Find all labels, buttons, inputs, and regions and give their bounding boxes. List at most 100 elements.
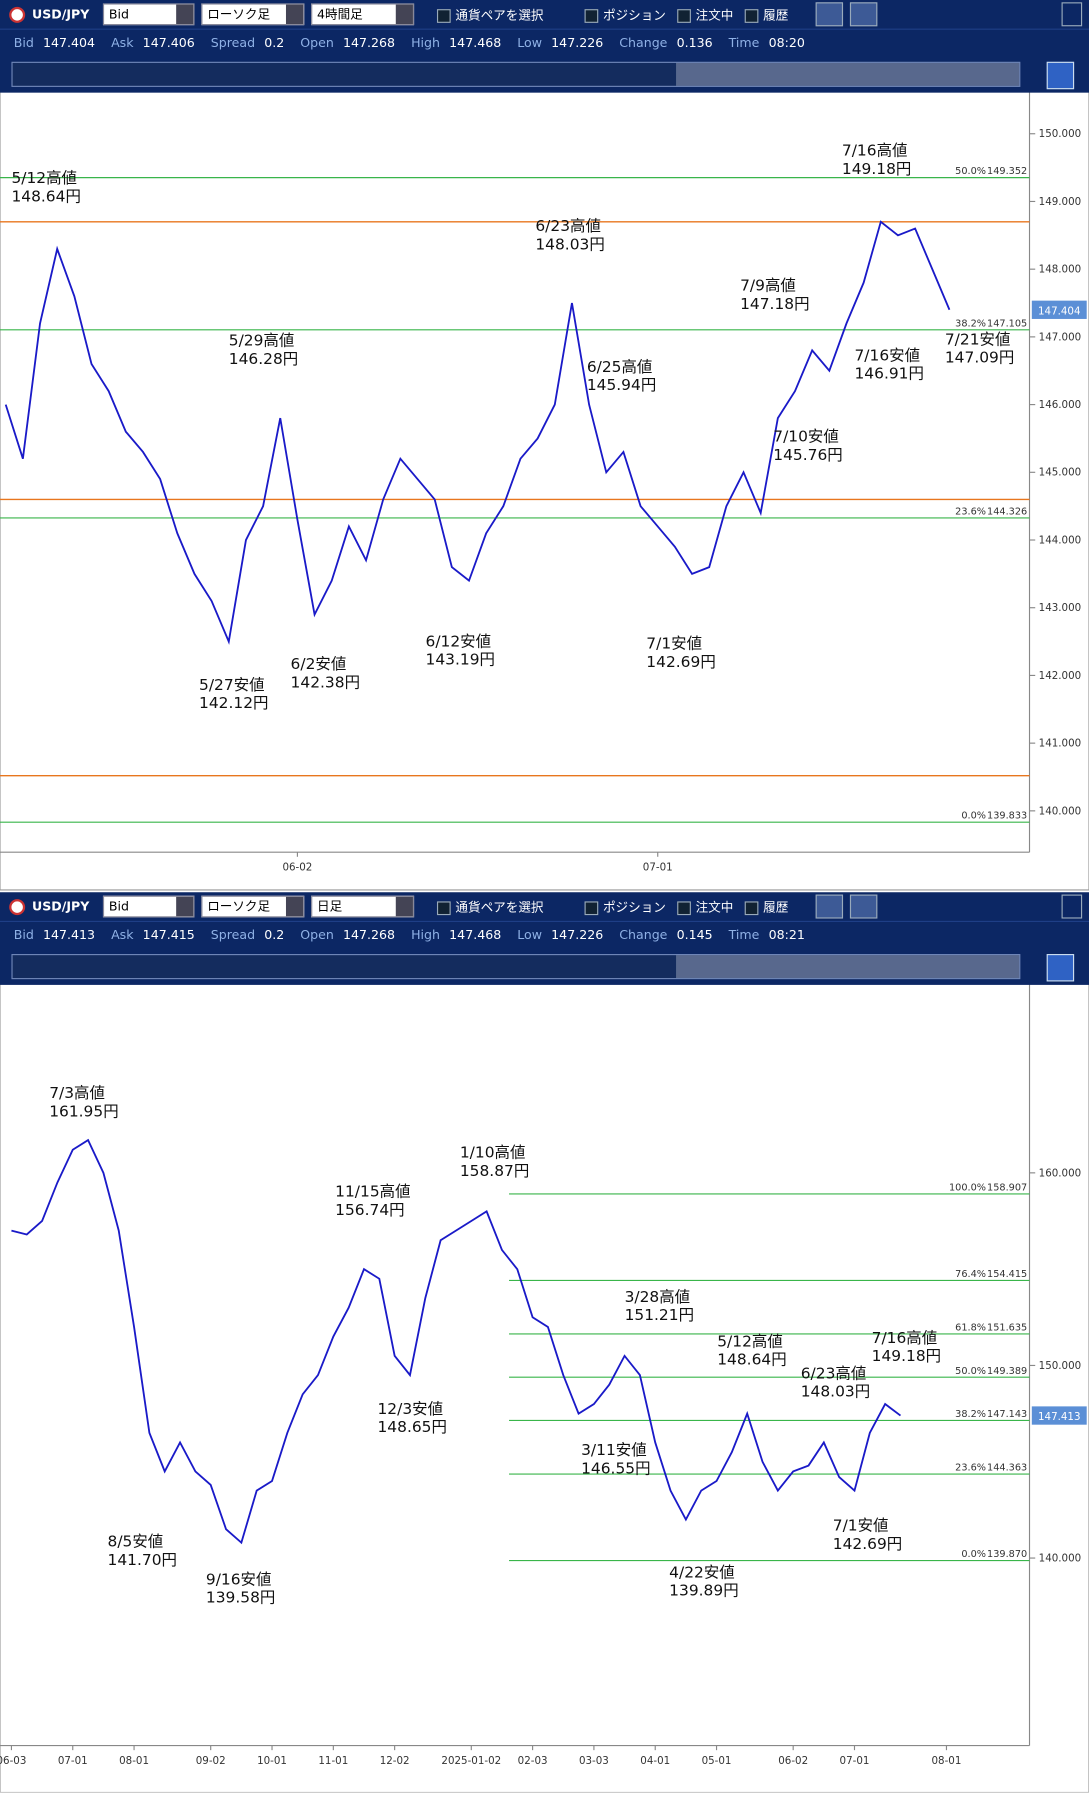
dropdown-price[interactable]: Bid [103, 3, 195, 26]
y-tick-label: 160.000 [1039, 1167, 1082, 1179]
fib-pct: 50.0% [955, 166, 986, 177]
quote-label: Spread [210, 35, 256, 51]
quote-value: 147.268 [343, 35, 396, 51]
navigator-track[interactable] [11, 61, 1021, 87]
x-tick-label: 12-02 [380, 1755, 410, 1767]
annotation-price: 142.12円 [199, 694, 268, 712]
annotation-price: 149.18円 [872, 1347, 941, 1365]
annotation-price: 156.74円 [335, 1201, 404, 1219]
fib-value: 144.363 [987, 1463, 1027, 1474]
dropdown-chart-style[interactable]: ローソク足 [201, 895, 305, 918]
icon-button[interactable] [850, 894, 878, 919]
x-tick-label: 08-01 [119, 1755, 149, 1767]
icon-button[interactable] [1061, 894, 1083, 919]
toolbar-area: USD/JPY Bid ローソク足 4時間足 通貨ペアを選択 ポジション 注文中 履歴 Bid 1… [0, 0, 1089, 93]
navigator-button[interactable] [1046, 954, 1075, 982]
quote-label: High [411, 35, 441, 51]
x-tick-label: 03-03 [579, 1755, 609, 1767]
toggle-label: 注文中 [695, 7, 734, 23]
annotation-event: 7/10安値 [773, 428, 839, 446]
quote-label: Time [728, 35, 760, 51]
navigator-track[interactable] [11, 954, 1021, 980]
annotation-event: 7/16高値 [842, 142, 908, 160]
annotation-price: 146.28円 [229, 350, 298, 368]
x-tick-label: 02-03 [518, 1755, 548, 1767]
annotation-event: 9/16安値 [206, 1570, 272, 1588]
pair-select-label: 通貨ペアを選択 [455, 899, 544, 915]
dropdown-chart-style[interactable]: ローソク足 [201, 3, 305, 26]
current-price: 147.404 [1038, 305, 1081, 317]
y-tick-label: 144.000 [1039, 534, 1082, 546]
annotation-price: 139.58円 [206, 1589, 275, 1607]
fib-pct: 50.0% [955, 1366, 986, 1377]
annotation-price: 146.55円 [581, 1459, 650, 1477]
y-tick-label: 146.000 [1039, 399, 1082, 411]
x-tick-label: 09-02 [196, 1755, 226, 1767]
fib-pct: 38.2% [955, 318, 986, 329]
annotation-event: 4/22安値 [669, 1563, 735, 1581]
annotation-event: 7/21安値 [945, 330, 1011, 348]
annotation-event: 3/11安値 [581, 1441, 647, 1459]
annotation-event: 6/25高値 [587, 358, 653, 376]
x-tick-label: 04-01 [640, 1755, 670, 1767]
pair-select[interactable]: 通貨ペアを選択 [437, 5, 543, 23]
annotation-event: 6/2安値 [291, 655, 347, 673]
quote-label: Open [300, 35, 334, 51]
toggle[interactable]: ポジション [584, 897, 666, 915]
x-tick-label: 07-01 [643, 862, 673, 874]
quote-value: 08:21 [768, 927, 805, 943]
toggle[interactable]: 注文中 [677, 5, 733, 23]
current-price-box [1031, 1406, 1087, 1425]
navigator-window[interactable] [676, 62, 1020, 86]
annotation-event: 7/16高値 [872, 1329, 938, 1347]
annotation-price: 145.76円 [773, 446, 842, 464]
annotation-price: 147.18円 [740, 295, 809, 313]
dropdown-price[interactable]: Bid [103, 895, 195, 918]
annotation-event: 7/1安値 [646, 635, 702, 653]
pair-select[interactable]: 通貨ペアを選択 [437, 897, 543, 915]
icon-button[interactable] [1061, 2, 1083, 27]
annotation-event: 6/23高値 [801, 1364, 867, 1382]
pair-label: USD/JPY [32, 899, 90, 914]
x-tick-label: 11-01 [318, 1755, 348, 1767]
fib-value: 158.907 [987, 1182, 1027, 1193]
annotation-price: 148.65円 [377, 1418, 446, 1436]
quote-label: Spread [210, 927, 256, 943]
toggle[interactable]: ポジション [584, 5, 666, 23]
navigator-window[interactable] [676, 955, 1020, 979]
quote-row: Bid 147.413 Ask 147.415 Spread 0.2 Open 147.268… [0, 922, 1089, 948]
x-tick-label: 10-01 [257, 1755, 287, 1767]
pair-select-label: 通貨ペアを選択 [455, 7, 544, 23]
navigator-button[interactable] [1046, 61, 1075, 90]
toggle[interactable]: 履歴 [744, 5, 788, 23]
quote-value: 0.145 [676, 927, 713, 943]
icon-button[interactable] [815, 894, 844, 919]
fib-pct: 76.4% [955, 1269, 986, 1280]
quote-value: 147.406 [142, 35, 195, 51]
y-tick-label: 143.000 [1039, 602, 1082, 614]
fib-value: 149.352 [987, 166, 1027, 177]
quote-label: Change [619, 927, 668, 943]
quote-value: 147.468 [449, 35, 502, 51]
dropdown-timeframe[interactable]: 4時間足 [311, 3, 415, 26]
fib-value: 139.833 [987, 811, 1027, 822]
fib-value: 151.635 [987, 1323, 1027, 1334]
navigator [0, 948, 1089, 985]
icon-button[interactable] [850, 2, 878, 27]
quote-value: 147.404 [43, 35, 96, 51]
icon-button[interactable] [815, 2, 844, 27]
annotation-event: 11/15高値 [335, 1183, 410, 1201]
quote-label: Ask [111, 35, 134, 51]
toggle[interactable]: 注文中 [677, 897, 733, 915]
plot-area [0, 983, 1089, 1793]
plot-area [0, 90, 1089, 891]
toggle[interactable]: 履歴 [744, 897, 788, 915]
current-price-box [1031, 300, 1087, 319]
fib-pct: 61.8% [955, 1323, 986, 1334]
annotation-price: 148.64円 [11, 187, 80, 205]
annotation-price: 139.89円 [669, 1582, 738, 1600]
navigator [0, 56, 1089, 93]
annotation-event: 8/5安値 [108, 1533, 164, 1551]
fib-value: 139.870 [987, 1549, 1027, 1560]
dropdown-timeframe[interactable]: 日足 [311, 895, 415, 918]
